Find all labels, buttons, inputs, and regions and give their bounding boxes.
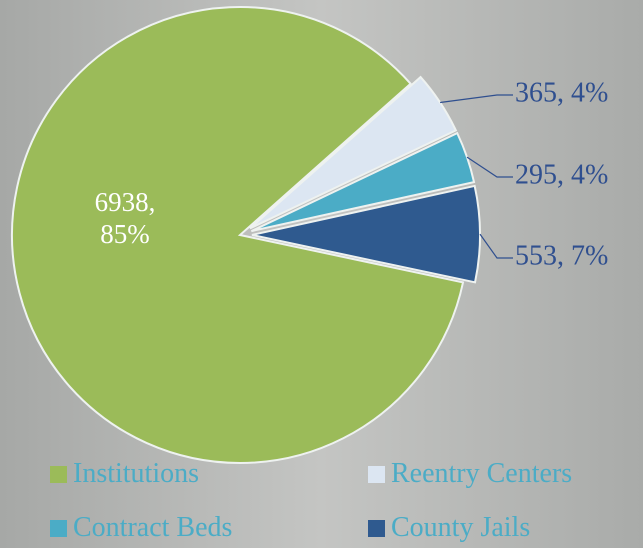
legend-label: Institutions bbox=[73, 458, 200, 489]
data-label: 295, 4% bbox=[515, 159, 608, 190]
data-label: 365, 4% bbox=[515, 77, 608, 108]
legend-swatch bbox=[368, 465, 385, 483]
pie-slice bbox=[250, 131, 476, 233]
leader-line bbox=[466, 156, 513, 178]
pie-slice bbox=[249, 75, 458, 230]
legend-item: Institutions bbox=[50, 458, 199, 490]
legend-swatch bbox=[368, 519, 385, 537]
legend-item: Contract Beds bbox=[50, 512, 232, 544]
data-label: 6938, 85% bbox=[94, 187, 156, 249]
legend-label: County Jails bbox=[391, 512, 531, 543]
data-label: 553, 7% bbox=[515, 240, 608, 271]
legend-item: Reentry Centers bbox=[368, 458, 572, 490]
leader-line bbox=[479, 233, 513, 259]
legend-item: County Jails bbox=[368, 512, 530, 544]
legend-swatch bbox=[50, 465, 67, 483]
legend-label: Reentry Centers bbox=[391, 458, 573, 489]
pie-slice bbox=[11, 6, 465, 464]
legend-swatch bbox=[50, 519, 67, 537]
legend-label: Contract Beds bbox=[73, 512, 233, 543]
leader-line bbox=[440, 94, 513, 104]
